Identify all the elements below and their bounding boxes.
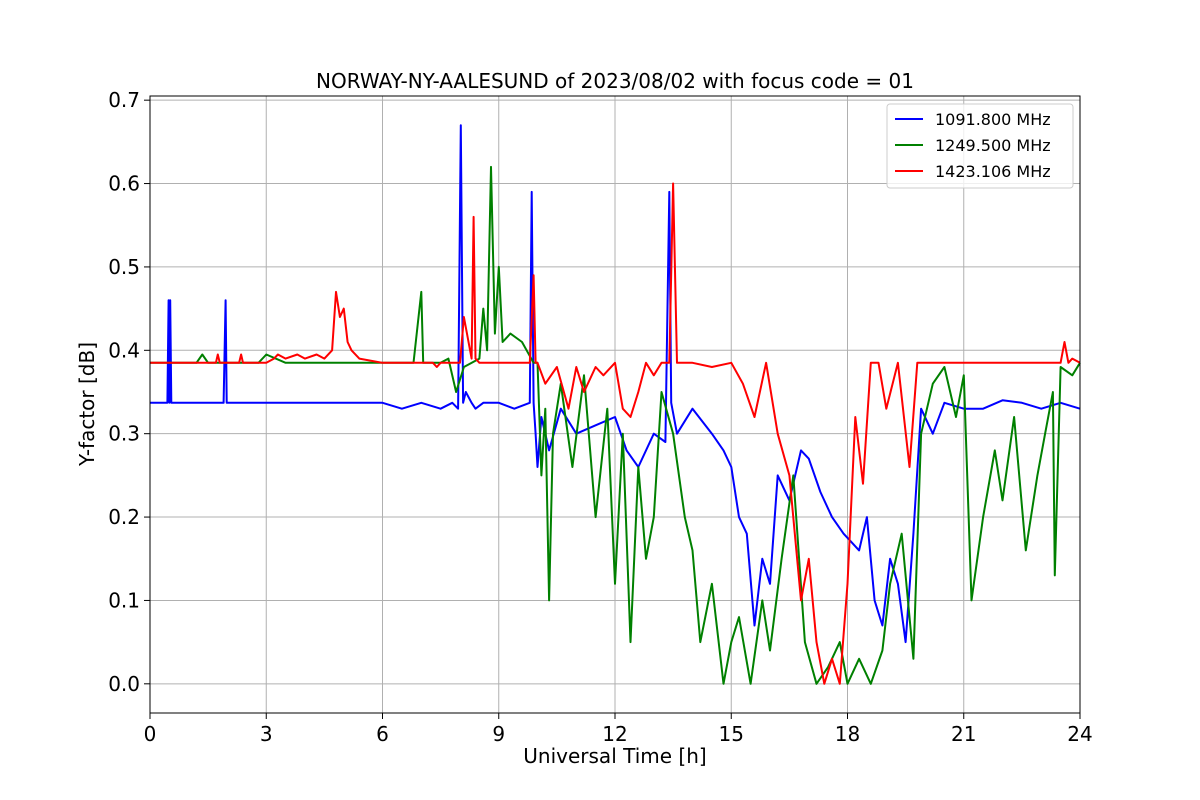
chart-title: NORWAY-NY-AALESUND of 2023/08/02 with fo… <box>316 69 914 93</box>
x-axis: 0 3 6 9 12 15 18 21 24 <box>144 713 1093 746</box>
y-axis-label: Y-factor [dB] <box>75 342 99 467</box>
series-layer <box>150 124 1081 685</box>
legend-entry: 1423.106 MHz <box>935 162 1051 181</box>
y-tick-label: 0.6 <box>108 172 140 196</box>
y-tick-label: 0.1 <box>108 588 140 612</box>
x-tick-label: 24 <box>1067 722 1092 746</box>
series-line-3 <box>150 182 1081 685</box>
x-tick-label: 12 <box>602 722 627 746</box>
y-tick-label: 0.4 <box>108 338 140 362</box>
x-tick-label: 3 <box>260 722 273 746</box>
y-axis: 0.0 0.1 0.2 0.3 0.4 0.5 0.6 0.7 <box>108 88 150 696</box>
y-tick-label: 0.2 <box>108 505 140 529</box>
y-tick-label: 0.5 <box>108 255 140 279</box>
x-tick-label: 15 <box>719 722 744 746</box>
x-tick-label: 9 <box>492 722 505 746</box>
legend-entry: 1249.500 MHz <box>935 136 1051 155</box>
y-tick-label: 0.3 <box>108 422 140 446</box>
y-tick-label: 0.0 <box>108 672 140 696</box>
x-axis-label: Universal Time [h] <box>523 744 706 768</box>
legend-box <box>886 103 1074 189</box>
x-tick-label: 18 <box>835 722 860 746</box>
series-line-2 <box>150 165 1081 685</box>
legend: 1091.800 MHz 1249.500 MHz 1423.106 MHz <box>886 103 1074 189</box>
legend-entry: 1091.800 MHz <box>935 110 1051 129</box>
x-tick-label: 6 <box>376 722 389 746</box>
y-tick-label: 0.7 <box>108 88 140 112</box>
x-tick-label: 0 <box>144 722 157 746</box>
x-tick-label: 21 <box>951 722 976 746</box>
